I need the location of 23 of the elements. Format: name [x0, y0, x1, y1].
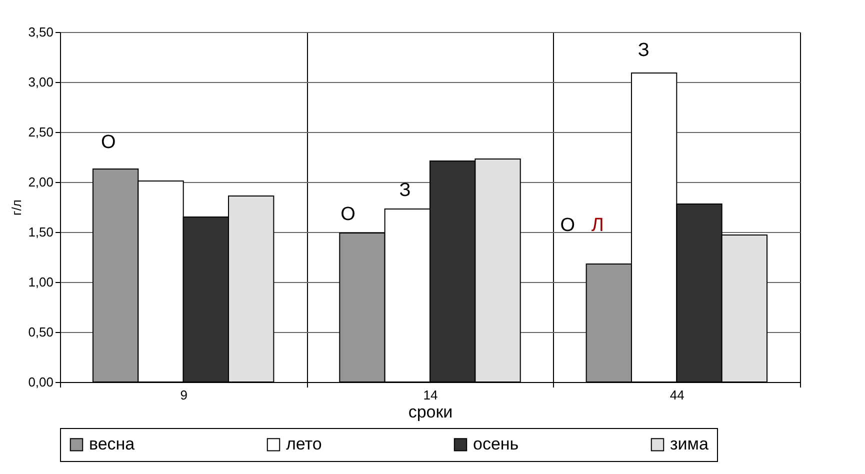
annotation: Л [591, 215, 604, 236]
annotation: З [399, 180, 411, 201]
y-tick-label: 1,00 [28, 274, 54, 290]
annotation: О [340, 204, 356, 225]
x-tick-label: 14 [423, 388, 438, 402]
y-tick-label: 0,00 [28, 374, 54, 390]
y-tick-label: 0,50 [28, 324, 54, 340]
annotation: О [560, 215, 576, 236]
legend-label: зима [670, 434, 709, 454]
x-tick-label: 9 [180, 388, 188, 402]
y-tick-label: 3,00 [28, 74, 54, 90]
annotation: О [100, 132, 116, 153]
y-tick-label: 1,50 [28, 224, 54, 240]
legend-label: весна [89, 434, 136, 454]
legend-label: осень [473, 434, 519, 454]
y-tick-label: 2,50 [28, 124, 54, 140]
x-tick-label: 44 [670, 388, 684, 402]
y-axis-title: г/л [9, 200, 24, 216]
legend-label: лето [286, 434, 322, 454]
y-tick-label: 3,50 [28, 24, 54, 40]
y-tick-label: 2,00 [28, 174, 54, 190]
x-axis-title: сроки [408, 402, 453, 422]
annotation: З [638, 40, 650, 61]
